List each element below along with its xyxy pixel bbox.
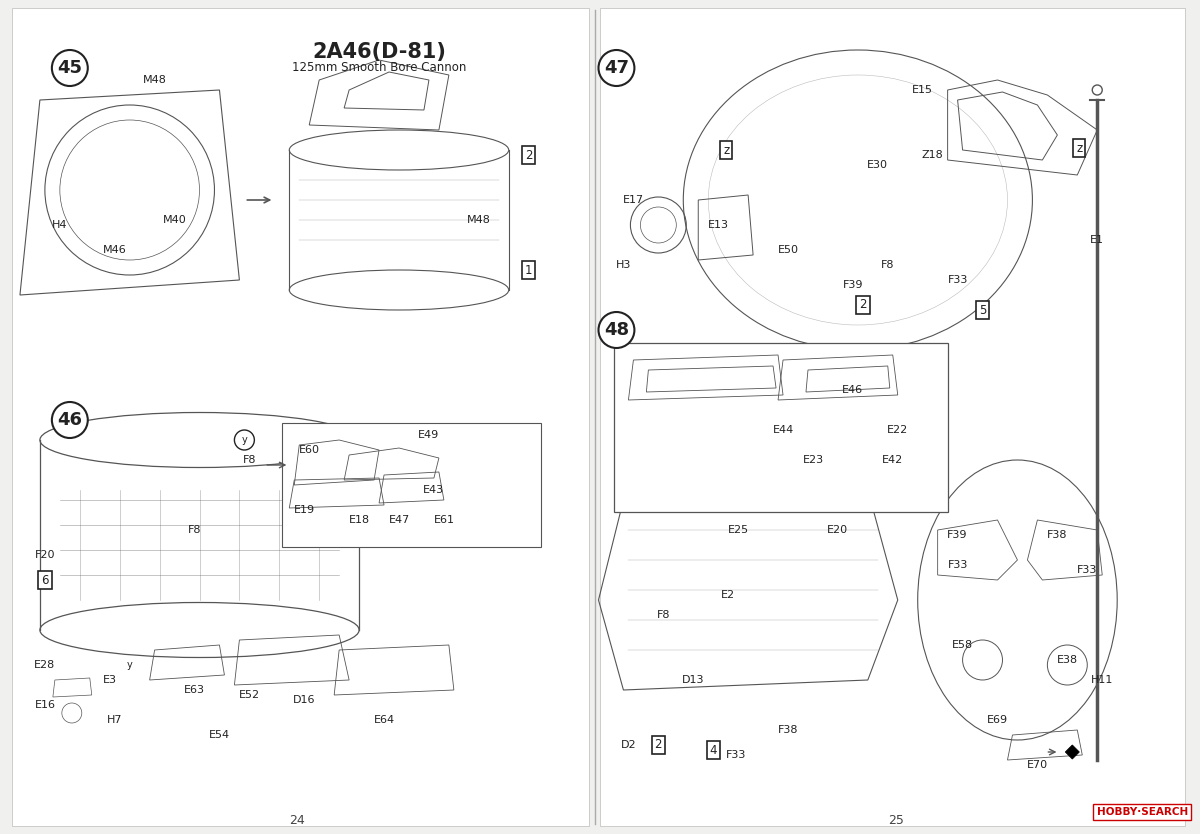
Text: M48: M48 [143,75,167,85]
Text: H11: H11 [1091,675,1114,685]
Text: 2: 2 [859,299,866,312]
Text: E46: E46 [842,385,864,395]
Circle shape [599,312,635,348]
Text: 2: 2 [655,738,662,751]
Text: D13: D13 [682,675,704,685]
Text: E20: E20 [827,525,848,535]
Polygon shape [1066,745,1079,759]
Text: E42: E42 [882,455,904,465]
Text: M46: M46 [103,245,126,255]
Text: E52: E52 [239,690,260,700]
Text: E64: E64 [373,715,395,725]
Text: E44: E44 [773,425,793,435]
Text: E60: E60 [299,445,319,455]
Text: E3: E3 [103,675,116,685]
Text: F20: F20 [35,550,55,560]
Text: 24: 24 [289,813,305,826]
Text: 47: 47 [604,59,629,77]
Text: E61: E61 [433,515,455,525]
Text: 125mm Smooth Bore Cannon: 125mm Smooth Bore Cannon [292,61,467,73]
Text: E17: E17 [623,195,644,205]
Text: y: y [127,660,132,670]
FancyBboxPatch shape [600,8,1186,826]
Text: HOBBY·SEARCH: HOBBY·SEARCH [1097,807,1188,817]
Text: E63: E63 [184,685,205,695]
Text: E43: E43 [424,485,444,495]
FancyBboxPatch shape [614,343,948,512]
Text: E38: E38 [1057,655,1078,665]
Text: M40: M40 [163,215,186,225]
Text: E15: E15 [912,85,934,95]
Text: E49: E49 [419,430,439,440]
Text: D16: D16 [293,695,316,705]
Text: M48: M48 [467,215,491,225]
Text: 2: 2 [524,148,533,162]
Text: 5: 5 [979,304,986,316]
Text: E18: E18 [348,515,370,525]
Text: 25: 25 [888,813,904,826]
Text: E54: E54 [209,730,230,740]
Text: 2A46(D-81): 2A46(D-81) [312,42,446,62]
Text: 4: 4 [709,743,716,756]
Text: H3: H3 [616,260,631,270]
Text: E30: E30 [868,160,888,170]
Text: 6: 6 [41,574,49,586]
Text: E25: E25 [727,525,749,535]
Text: z: z [1076,142,1082,154]
Text: E22: E22 [887,425,908,435]
Text: E50: E50 [778,245,798,255]
Circle shape [52,402,88,438]
FancyBboxPatch shape [282,423,541,547]
Text: E2: E2 [721,590,736,600]
Circle shape [52,50,88,86]
Text: E70: E70 [1027,760,1048,770]
Text: F8: F8 [187,525,202,535]
Text: E58: E58 [952,640,973,650]
Text: F33: F33 [948,560,967,570]
Text: E19: E19 [294,505,314,515]
Text: Z18: Z18 [922,150,943,160]
Text: E1: E1 [1091,235,1104,245]
Text: F33: F33 [948,275,967,285]
Text: E47: E47 [389,515,409,525]
Text: D2: D2 [620,740,636,750]
Text: 45: 45 [58,59,83,77]
Text: H7: H7 [107,715,122,725]
Text: E16: E16 [35,700,55,710]
Text: F38: F38 [778,725,798,735]
Text: 1: 1 [524,264,533,277]
Text: F8: F8 [242,455,256,465]
Text: F33: F33 [1078,565,1098,575]
Text: E23: E23 [803,455,823,465]
Text: F38: F38 [1048,530,1068,540]
Text: F8: F8 [656,610,670,620]
Circle shape [599,50,635,86]
Text: 46: 46 [58,411,83,429]
Text: F33: F33 [726,750,746,760]
Text: z: z [724,143,730,157]
FancyBboxPatch shape [12,8,588,826]
Text: E69: E69 [986,715,1008,725]
Text: E13: E13 [708,220,728,230]
Text: F8: F8 [881,260,894,270]
Text: F39: F39 [842,280,863,290]
Text: H4: H4 [52,220,67,230]
Text: y: y [241,435,247,445]
Text: F39: F39 [947,530,968,540]
Text: E28: E28 [35,660,55,670]
Text: 48: 48 [604,321,629,339]
